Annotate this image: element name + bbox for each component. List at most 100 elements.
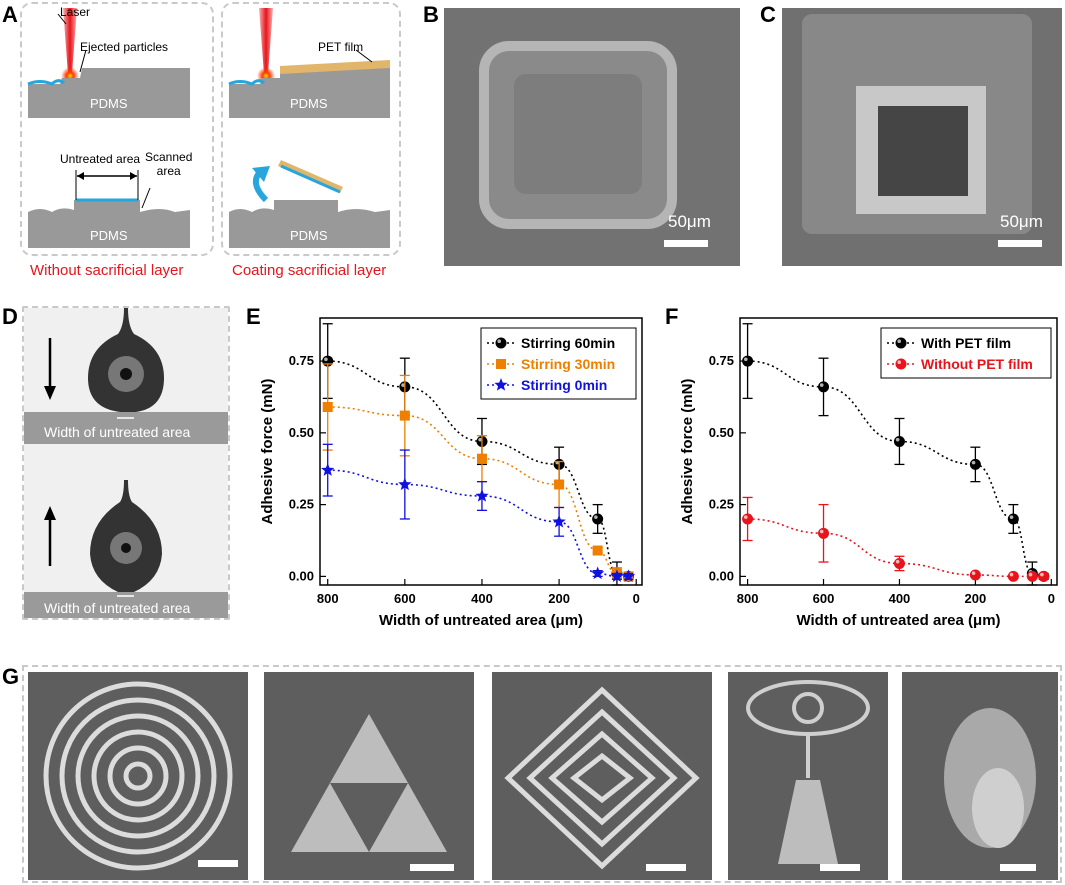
panel-label-f: F	[665, 304, 679, 329]
y-tick-label: 0.25	[709, 497, 734, 512]
data-point	[399, 410, 410, 421]
data-point-highlight	[895, 437, 900, 442]
y-tick-label: 0.75	[289, 353, 314, 368]
series-line	[327, 406, 629, 578]
data-point	[1038, 570, 1050, 582]
legend-entry: Stirring 60min	[521, 335, 615, 351]
chart-e: 800 600 400 200 0 0.00 0.25 0.50 0.75 Width of un…	[259, 317, 643, 629]
width-label-top: Width of untreated area	[44, 424, 191, 440]
data-point	[969, 458, 981, 470]
data-point	[552, 514, 566, 528]
panel-g-box	[22, 665, 1062, 883]
series-line	[747, 360, 1044, 578]
legend-entry: Stirring 0min	[521, 377, 607, 393]
width-label-bottom: Width of untreated area	[44, 600, 191, 616]
scale-bar-c	[998, 240, 1042, 247]
x-axis-label: Width of untreated area (μm)	[379, 612, 583, 629]
pet-film-label: PET film	[318, 40, 364, 54]
legend-marker-highlight	[497, 339, 502, 343]
untreated-area-label: Untreated area	[60, 152, 141, 166]
x-tick-label: 200	[965, 591, 987, 606]
scanned-area-label: Scanned area	[145, 150, 193, 178]
sem-image-b	[444, 8, 740, 266]
laser-label: Laser	[60, 5, 91, 19]
data-point	[322, 402, 333, 412]
data-point-highlight	[1028, 572, 1033, 577]
series-line	[747, 518, 1044, 578]
data-point-highlight	[478, 437, 482, 442]
scale-label-c: 50μm	[1000, 212, 1043, 231]
y-tick-label: 0.50	[289, 425, 314, 440]
legend-box	[480, 327, 637, 400]
data-point	[592, 545, 603, 556]
chart-f: 800 600 400 200 0 0.00 0.25 0.50 0.75 Width of un…	[679, 317, 1058, 629]
pdms-label-1: PDMS	[90, 96, 128, 111]
panel-label-e: E	[246, 304, 261, 329]
data-point	[590, 566, 605, 580]
x-tick-label: 600	[394, 591, 416, 606]
legend-entry: Stirring 30min	[521, 356, 615, 372]
data-point	[321, 463, 335, 476]
y-tick-label: 0.25	[289, 497, 314, 512]
pdms-label-4: PDMS	[290, 228, 328, 243]
legend-box	[880, 327, 1052, 379]
y-tick-label: 0.50	[709, 425, 734, 440]
plot-frame	[739, 317, 1058, 586]
data-point-highlight	[743, 357, 748, 362]
panel-label-c: C	[760, 2, 776, 27]
y-axis-label: Adhesive force (mN)	[259, 379, 276, 525]
y-tick-label: 0.00	[709, 568, 734, 583]
legend-entry: Without PET film	[921, 356, 1033, 372]
data-point	[398, 477, 412, 491]
panel-d-box	[22, 306, 230, 620]
y-axis-label: Adhesive force (mN)	[679, 379, 696, 525]
panel-a-right-box	[221, 2, 401, 256]
sem-b-texture	[444, 8, 740, 266]
x-tick-label: 0	[633, 591, 640, 606]
ejected-particles-label: Ejected particles	[80, 40, 169, 54]
y-tick-label: 0.00	[289, 568, 314, 583]
data-point-highlight	[1040, 572, 1044, 577]
x-axis-label: Width of untreated area (μm)	[796, 612, 1000, 629]
data-point	[621, 569, 636, 583]
data-point-highlight	[971, 460, 976, 465]
panel-a-left-box	[20, 2, 214, 256]
pdms-label-2: PDMS	[290, 96, 328, 111]
data-point	[1007, 570, 1019, 582]
pattern-images	[28, 672, 1058, 880]
data-point	[1026, 570, 1038, 582]
data-point-highlight	[1009, 572, 1014, 577]
data-point	[742, 513, 754, 525]
x-tick-label: 400	[889, 591, 911, 606]
x-tick-label: 200	[548, 591, 570, 606]
scale-label-b: 50μm	[668, 212, 711, 231]
panel-label-d: D	[2, 304, 18, 329]
data-point-highlight	[819, 529, 824, 534]
legend-marker	[895, 358, 907, 370]
legend-marker-highlight	[897, 360, 901, 364]
panel-label-a: A	[2, 2, 18, 27]
x-tick-label: 0	[1048, 591, 1055, 606]
caption-coating-sacrificial: Coating sacrificial layer	[232, 262, 387, 279]
data-point-highlight	[895, 559, 900, 564]
x-tick-label: 600	[813, 591, 835, 606]
scale-bar-b	[664, 240, 708, 247]
x-tick-label: 800	[317, 591, 339, 606]
data-point-highlight	[1009, 515, 1014, 519]
data-point	[742, 355, 754, 367]
data-point	[1007, 513, 1019, 525]
droplet-images	[24, 308, 228, 618]
data-point-highlight	[819, 383, 824, 387]
series-line	[327, 469, 629, 578]
data-point	[592, 513, 604, 525]
legend-entry: With PET film	[921, 335, 1011, 351]
data-point	[893, 435, 905, 447]
legend-marker	[895, 337, 907, 349]
data-point	[610, 569, 624, 583]
caption-without-sacrificial: Without sacrificial layer	[30, 262, 184, 279]
sem-image-c	[782, 8, 1062, 266]
legend-marker	[494, 378, 508, 391]
panel-a-schematic	[27, 8, 390, 248]
data-point	[818, 527, 830, 539]
plot-frame	[319, 317, 643, 586]
